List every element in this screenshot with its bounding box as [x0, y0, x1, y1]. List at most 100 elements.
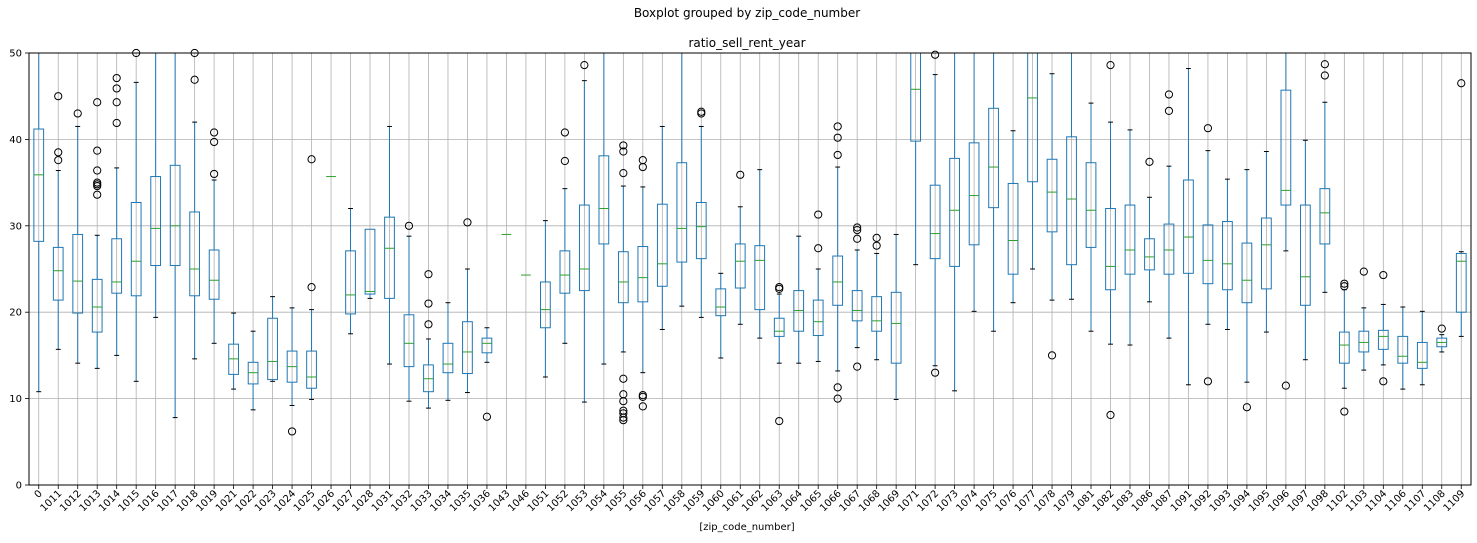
outlier-point	[638, 391, 647, 400]
box-body	[1397, 335, 1409, 364]
outlier-point	[833, 383, 842, 392]
box-body	[812, 299, 824, 337]
outlier-point	[638, 156, 647, 165]
box-1082	[1105, 60, 1116, 420]
x-tick-label: 1098	[1305, 488, 1331, 514]
x-tick-label: 1104	[1364, 488, 1390, 514]
box-1087	[1163, 90, 1175, 339]
box-body	[929, 184, 941, 260]
box-1060	[715, 272, 727, 359]
x-tick-label: 1094	[1227, 488, 1253, 514]
x-tick-label: 1086	[1130, 488, 1156, 514]
box-body	[656, 203, 668, 287]
x-tick-label: 1061	[721, 488, 747, 514]
box-1074	[968, 53, 980, 312]
box-1076	[1007, 130, 1019, 304]
box-body	[968, 142, 980, 246]
y-tick-label: 0	[16, 481, 22, 492]
outlier-point	[560, 156, 569, 166]
box-body	[72, 233, 84, 314]
outlier-point	[112, 84, 121, 93]
box-1051	[540, 220, 551, 378]
box-body	[345, 250, 356, 315]
outlier-point	[638, 402, 647, 411]
x-tick-label: 1032	[389, 488, 415, 514]
outlier-point	[463, 218, 472, 227]
x-tick-label: 1023	[253, 488, 279, 514]
outlier-point	[872, 241, 881, 250]
box-1107	[1416, 310, 1428, 386]
outlier-point	[112, 118, 121, 128]
box-1069	[890, 233, 902, 400]
outlier-point	[112, 73, 121, 83]
outlier-point	[93, 146, 102, 155]
outlier-point	[307, 155, 316, 164]
x-tick-label: 1022	[233, 488, 259, 514]
x-tick-label: 1074	[954, 488, 980, 514]
x-tick-label: 1092	[1188, 488, 1214, 514]
box-body	[1163, 223, 1175, 275]
x-tick-label: 1081	[1071, 488, 1097, 514]
box-body	[1455, 252, 1467, 313]
x-tick-label: 1087	[1149, 488, 1175, 514]
outlier-point	[482, 412, 492, 421]
x-tick-label: 1015	[117, 488, 143, 514]
box-1023	[267, 296, 278, 382]
box-1052	[559, 128, 571, 344]
box-1096	[1280, 53, 1292, 390]
box-1019	[208, 128, 220, 344]
outlier-point	[853, 362, 862, 371]
x-tick-label: 1051	[526, 488, 552, 514]
outlier-point	[1437, 324, 1446, 333]
box-body	[1416, 341, 1428, 369]
x-tick-label: 1057	[643, 488, 669, 514]
outlier-point	[1164, 106, 1174, 115]
outlier-point	[814, 210, 823, 219]
box-1016	[150, 53, 162, 318]
outlier-point	[54, 156, 63, 165]
box-1024	[286, 307, 298, 436]
box-1061	[734, 170, 746, 325]
x-tick-label: 1058	[662, 488, 688, 514]
outlier-point	[54, 92, 63, 101]
outlier-point	[872, 233, 881, 242]
y-tick-label: 50	[9, 49, 22, 60]
box-body	[130, 201, 142, 297]
outlier-point	[93, 178, 102, 187]
box-body	[1183, 179, 1194, 274]
box-1067	[851, 223, 863, 371]
x-tick-label: 1083	[1110, 488, 1136, 514]
x-tick-label: 1097	[1286, 488, 1312, 514]
box-body	[267, 317, 278, 381]
x-tick-label: 1027	[331, 488, 357, 514]
x-tick-label: 1073	[935, 488, 961, 514]
outlier-point	[1457, 79, 1466, 88]
box-1093	[1222, 178, 1233, 330]
box-body	[1280, 89, 1292, 206]
x-tick-label: 1033	[409, 488, 435, 514]
x-tick-label: 1016	[136, 488, 162, 514]
x-tick-label: 1079	[1052, 488, 1078, 514]
box-body	[773, 317, 785, 337]
outlier-point	[833, 394, 842, 403]
box-1083	[1124, 129, 1136, 346]
x-tick-label: 1095	[1247, 488, 1273, 514]
box-body	[306, 350, 317, 389]
box-1054	[598, 53, 610, 365]
box-1104	[1377, 270, 1389, 386]
outlier-point	[424, 320, 433, 329]
outlier-point	[307, 283, 316, 292]
x-tick-label: 1062	[740, 488, 766, 514]
y-tick-label: 40	[9, 135, 22, 146]
x-tick-label: 1077	[1013, 488, 1039, 514]
outlier-point	[931, 50, 940, 59]
x-tick-label: 1064	[779, 488, 805, 514]
box-1078	[1046, 73, 1058, 360]
box-body	[169, 164, 181, 267]
plot-frame	[28, 52, 1472, 486]
box-1022	[247, 330, 259, 411]
box-1028	[364, 228, 376, 299]
box-1017	[169, 53, 181, 419]
box-1103	[1358, 267, 1370, 371]
